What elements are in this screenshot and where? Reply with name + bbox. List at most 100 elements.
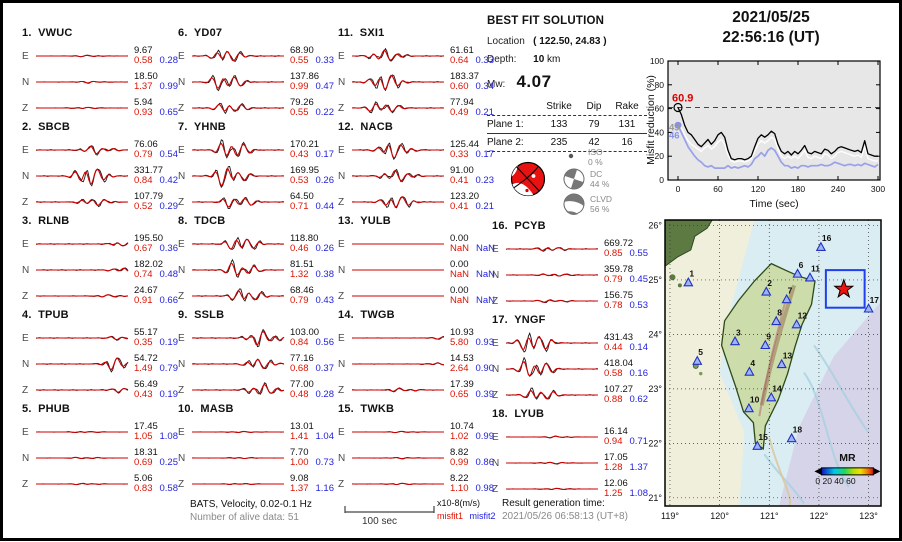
lat-tick-label: 23° [648,384,662,394]
waveform-synthetic [192,484,284,485]
component-label: E [22,239,35,250]
y-tick-label: 100 [650,56,664,66]
solid-separator [487,133,647,134]
waveform-plot [191,257,287,283]
misfit1-value: 0.74 [134,269,153,280]
station-number-label: 5 [698,347,703,357]
misfit1-legend-label: misfit1 [437,511,463,521]
misfit1-value: 0.84 [134,175,153,186]
waveform-synthetic [192,199,284,207]
misfit1-value: 0.43 [134,389,153,400]
waveform-plot [35,377,131,403]
solution-title: BEST FIT SOLUTION [487,15,659,27]
station-name: 14. TWGB [330,309,490,321]
waveform-plot [505,236,601,262]
x-tick-label: 120 [751,184,765,194]
lon-tick-label: 121° [760,511,779,521]
waveform-plot [35,283,131,309]
misfit2-value: 0.21 [476,107,495,118]
lon-tick-label: 123° [859,511,878,521]
waveform-plot [505,382,601,408]
misfit2-value: 0.21 [476,201,495,212]
misfit1-value: 1.10 [450,483,469,494]
component-label: E [338,239,351,250]
y-axis-label: Misfit reduction (%) [645,75,657,165]
waveform-plot [505,356,601,382]
lon-tick-label: 120° [710,511,729,521]
waveform-synthetic [192,169,284,186]
component-label: Z [338,103,351,114]
solution-location: Location ( 122.50, 24.83 ) [487,36,659,47]
misfit1-value: 0.99 [290,81,309,92]
component-label: N [338,77,351,88]
component-label: N [22,265,35,276]
waveform-plot [35,445,131,471]
misfit1-value: 1.00 [290,457,309,468]
misfit1-value: 0.33 [450,149,469,160]
waveform-plot [351,351,447,377]
waveform-synthetic [36,484,128,485]
waveform-plot [351,163,447,189]
misfit1-value: 0.85 [604,248,623,259]
station-name: 5. PHUB [14,403,174,415]
misfit1-value: 0.67 [134,243,153,254]
misfit1-value: 1.49 [134,363,153,374]
component-label: E [22,145,35,156]
waveform-plot [505,288,601,314]
waveform-plot [351,43,447,69]
station-name: 15. TWKB [330,403,490,415]
station-number-label: 18 [793,424,803,434]
waveform-plot [191,43,287,69]
waveform-plot [351,445,447,471]
waveform-plot [351,69,447,95]
station-name: 13. YULB [330,215,490,227]
component-label: E [178,51,191,62]
component-label: N [22,171,35,182]
station-number-label: 14 [772,384,782,394]
waveform-synthetic [506,488,598,489]
component-label: E [492,244,505,255]
waveform-synthetic [192,385,284,394]
misfit1-value: 0.43 [290,149,309,160]
station-number-label: 6 [799,260,804,270]
waveform-synthetic [506,337,598,350]
waveform-plot [351,283,447,309]
misfit2-value: 0.62 [630,394,649,405]
component-label: N [178,453,191,464]
misfit1-value: 0.55 [290,107,309,118]
misfit1-value: 0.69 [134,457,153,468]
component-label: Z [178,291,191,302]
misfit1-value: 0.64 [450,55,469,66]
station-number-label: 17 [870,295,880,305]
waveform-plot [35,419,131,445]
misfit1-value: 0.93 [134,107,153,118]
component-label: N [22,77,35,88]
misfit1-value: 1.37 [134,81,153,92]
waveform-plot [191,231,287,257]
component-label: N [492,270,505,281]
misfit1-value: 2.64 [450,363,469,374]
waveform-observed [352,143,444,159]
station-number-label: 4 [750,358,755,368]
misfit1-value: NaN [450,243,469,254]
waveform-synthetic [36,358,128,370]
station-name: 1. VWUC [14,27,174,39]
